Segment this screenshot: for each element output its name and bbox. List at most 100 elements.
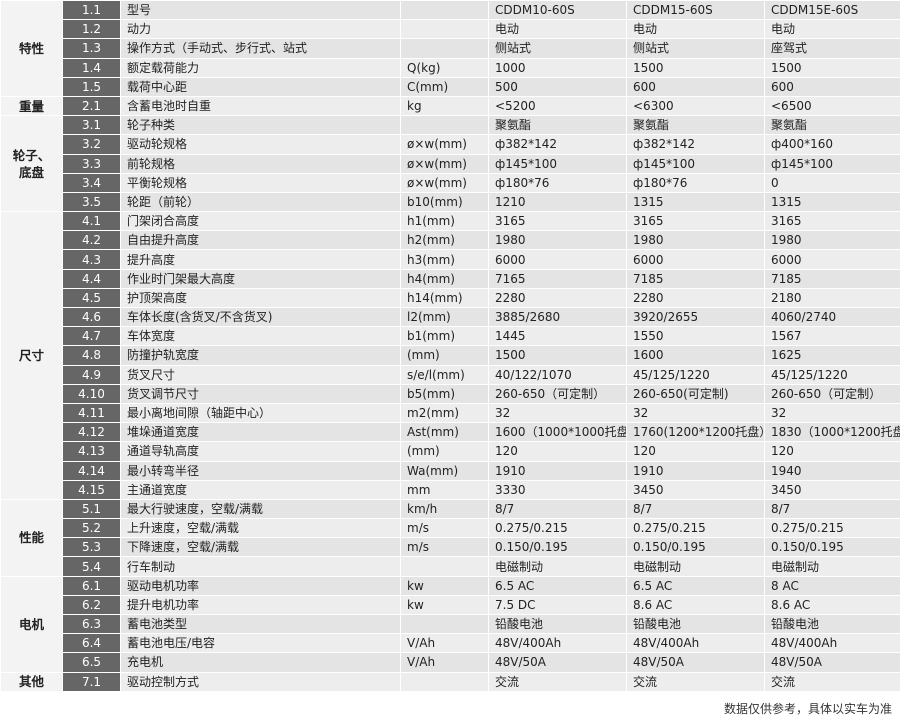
unit: l2(mm) (400, 306, 489, 328)
spec-row: 3.5 轮距（前轮） b10(mm) 1210 1315 1315 (1, 191, 900, 213)
unit (400, 671, 489, 692)
unit: (mm) (400, 345, 489, 366)
model-2-value: 600 (626, 76, 765, 97)
model-2-value: 1600 (626, 345, 765, 366)
spec-row: 轮子、底盘 3.1 轮子种类 聚氨酯 聚氨酯 聚氨酯 (0, 115, 900, 213)
unit: Ast(mm) (400, 422, 489, 443)
model-3-value: 1315 (764, 191, 900, 213)
row-number: 1.1 (62, 0, 121, 21)
row-number: 4.10 (62, 383, 121, 404)
unit: kw (400, 575, 489, 596)
row-number: 6.2 (62, 594, 121, 616)
row-number: 1.5 (62, 76, 121, 97)
item-name: 动力 (120, 19, 401, 40)
model-2-value: 1500 (626, 57, 765, 78)
model-1-value: ф145*100 (488, 153, 627, 174)
model-3-value: 2180 (764, 287, 900, 309)
unit (400, 613, 489, 635)
unit: h1(mm) (400, 211, 489, 232)
model-2-value: CDDM15-60S (626, 0, 765, 21)
spec-row: 6.5 充电机 V/Ah 48V/50A 48V/50A 48V/50A (1, 652, 900, 673)
model-2-value: 1550 (626, 326, 765, 347)
spec-row: 5.3 下降速度，空载/满载 m/s 0.150/0.195 0.150/0.195 0.… (1, 537, 900, 558)
model-1-value: 1210 (488, 191, 627, 213)
model-2-value: 7185 (626, 268, 765, 289)
spec-row: 重量 2.1 含蓄电池时自重 kg <5200 <6300 <6500 (0, 95, 900, 117)
spec-row: 6.3 蓄电池类型 铅酸电池 铅酸电池 铅酸电池 (1, 613, 900, 635)
item-name: 自由提升高度 (120, 230, 401, 251)
model-3-value: 1830（1000*1200托盘） (764, 422, 900, 443)
group-label: 性能 (0, 498, 63, 577)
model-3-value: 座驾式 (764, 38, 900, 59)
unit: m/s (400, 537, 489, 558)
model-1-value: 48V/50A (488, 652, 627, 673)
model-2-value: 8.6 AC (626, 594, 765, 616)
item-name: 提升高度 (120, 249, 401, 270)
model-2-value: ф180*76 (626, 172, 765, 193)
model-1-value: 3330 (488, 479, 627, 500)
spec-row: 4.15 主通道宽度 mm 3330 3450 3450 (1, 479, 900, 500)
item-name: 货叉调节尺寸 (120, 383, 401, 404)
unit: ø×w(mm) (400, 134, 489, 155)
model-3-value: 0.150/0.195 (764, 537, 900, 558)
model-1-value: 3885/2680 (488, 306, 627, 328)
unit: ø×w(mm) (400, 153, 489, 174)
spec-row: 电机 6.1 驱动电机功率 kw 6.5 AC 6.5 AC 8 AC (0, 575, 900, 673)
model-3-value: CDDM15E-60S (764, 0, 900, 21)
unit: C(mm) (400, 76, 489, 97)
model-2-value: 3450 (626, 479, 765, 500)
spec-row: 5.2 上升速度，空载/满载 m/s 0.275/0.215 0.275/0.215 0.… (1, 518, 900, 539)
unit: h3(mm) (400, 249, 489, 270)
spec-row: 5.4 行车制动 电磁制动 电磁制动 电磁制动 (1, 556, 900, 577)
spec-row: 1.3 操作方式（手动式、步行式、站式 侧站式 侧站式 座驾式 (1, 38, 900, 59)
unit (400, 0, 489, 21)
item-name: 最小离地间隙（轴距中心） (120, 402, 401, 424)
model-1-value: 48V/400Ah (488, 633, 627, 654)
item-name: 护顶架高度 (120, 287, 401, 309)
model-2-value: 交流 (626, 671, 765, 692)
group-label: 尺寸 (0, 211, 63, 500)
model-1-value: 120 (488, 441, 627, 462)
model-1-value: 3165 (488, 211, 627, 232)
unit: mm (400, 479, 489, 500)
spec-row: 4.3 提升高度 h3(mm) 6000 6000 6000 (1, 249, 900, 270)
unit: V/Ah (400, 633, 489, 654)
row-number: 2.1 (62, 95, 121, 117)
model-2-value: 32 (626, 402, 765, 424)
model-2-value: 侧站式 (626, 38, 765, 59)
model-2-value: 1760(1200*1200托盘） (626, 422, 765, 443)
row-number: 5.4 (62, 556, 121, 577)
model-2-value: 1980 (626, 230, 765, 251)
item-name: 驱动电机功率 (120, 575, 401, 596)
row-number: 6.3 (62, 613, 121, 635)
unit: Q(kg) (400, 57, 489, 78)
spec-row: 4.12 堆垛通道宽度 Ast(mm) 1600（1000*1000托盘） 1760(1… (1, 422, 900, 443)
model-3-value: 1940 (764, 460, 900, 481)
unit: h4(mm) (400, 268, 489, 289)
item-name: 操作方式（手动式、步行式、站式 (120, 38, 401, 59)
row-number: 3.3 (62, 153, 121, 174)
model-1-value: 500 (488, 76, 627, 97)
unit: m2(mm) (400, 402, 489, 424)
item-name: 前轮规格 (120, 153, 401, 174)
model-2-value: 6000 (626, 249, 765, 270)
item-name: 含蓄电池时自重 (120, 95, 401, 117)
spec-row: 3.3 前轮规格 ø×w(mm) ф145*100 ф145*100 ф145*100 (1, 153, 900, 174)
spec-row: 4.2 自由提升高度 h2(mm) 1980 1980 1980 (1, 230, 900, 251)
group-label: 轮子、底盘 (0, 115, 63, 213)
item-name: 上升速度，空载/满载 (120, 518, 401, 539)
unit: b10(mm) (400, 191, 489, 213)
model-1-value: 7165 (488, 268, 627, 289)
row-number: 4.3 (62, 249, 121, 270)
spec-row: 1.5 载荷中心距 C(mm) 500 600 600 (1, 76, 900, 97)
footnote: 数据仅供参考，具体以实车为准 (723, 702, 892, 716)
spec-row: 其他 7.1 驱动控制方式 交流 交流 交流 (0, 671, 900, 692)
unit: s/e/l(mm) (400, 364, 489, 385)
model-3-value: ф145*100 (764, 153, 900, 174)
item-name: 下降速度，空载/满载 (120, 537, 401, 558)
model-3-value: 1980 (764, 230, 900, 251)
model-2-value: 0.150/0.195 (626, 537, 765, 558)
row-number: 5.3 (62, 537, 121, 558)
group-label: 特性 (0, 0, 63, 97)
